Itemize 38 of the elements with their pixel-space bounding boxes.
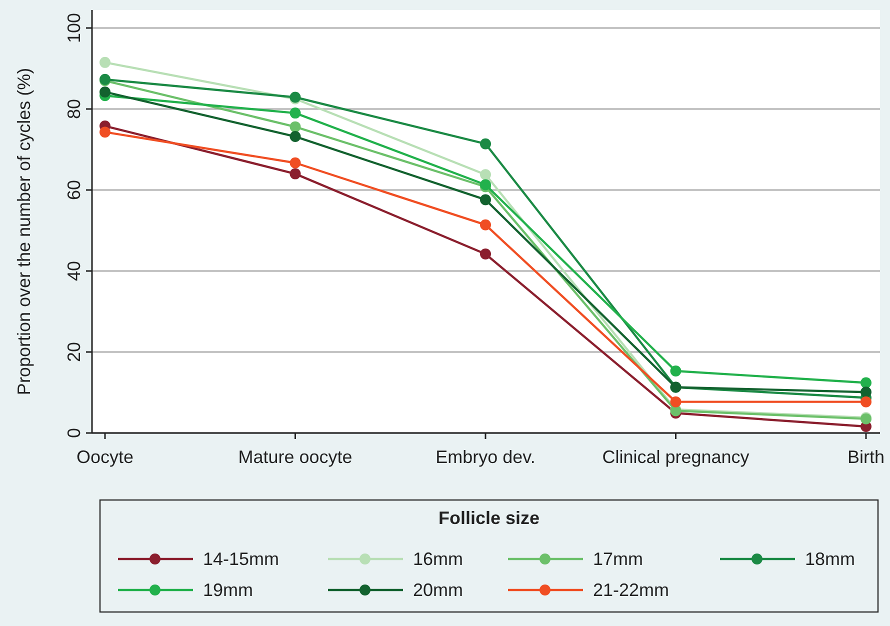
legend-label: 14-15mm [203, 549, 280, 569]
point [860, 377, 872, 388]
point [480, 138, 491, 150]
x-tick-label: Birth [847, 447, 885, 467]
point [100, 86, 110, 98]
legend-title: Follicle size [438, 508, 540, 528]
y-tick-label: 0 [64, 428, 84, 438]
y-tick-label: 80 [64, 98, 84, 120]
point [100, 56, 110, 68]
point [860, 396, 872, 408]
y-tick-label: 20 [64, 342, 84, 362]
point [290, 121, 301, 132]
point [860, 386, 872, 398]
y-tick-label: 40 [64, 260, 84, 282]
point [290, 108, 301, 119]
x-tick-label: Clinical pregnancy [602, 447, 750, 467]
y-tick-label: 100 [64, 12, 84, 44]
point [480, 194, 491, 206]
point [480, 219, 491, 230]
point [480, 169, 491, 180]
point [670, 396, 682, 408]
legend-label: 17mm [593, 549, 644, 569]
point [670, 366, 682, 377]
point [480, 248, 491, 260]
legend-label: 18mm [805, 549, 856, 569]
y-tick-label: 60 [64, 180, 84, 200]
legend-label: 19mm [203, 580, 254, 600]
point [100, 126, 110, 138]
legend-label: 21-22mm [593, 580, 670, 600]
point [290, 168, 301, 180]
legend-label: 20mm [413, 580, 464, 600]
x-tick-label: Mature oocyte [238, 447, 352, 467]
x-tick-label: Oocyte [76, 447, 134, 467]
y-axis-title: Proportion over the number of cycles (%) [14, 68, 34, 396]
point [290, 131, 301, 142]
point [290, 157, 301, 168]
x-tick-label: Embryo dev. [436, 447, 536, 467]
legend-label: 16mm [413, 549, 464, 569]
